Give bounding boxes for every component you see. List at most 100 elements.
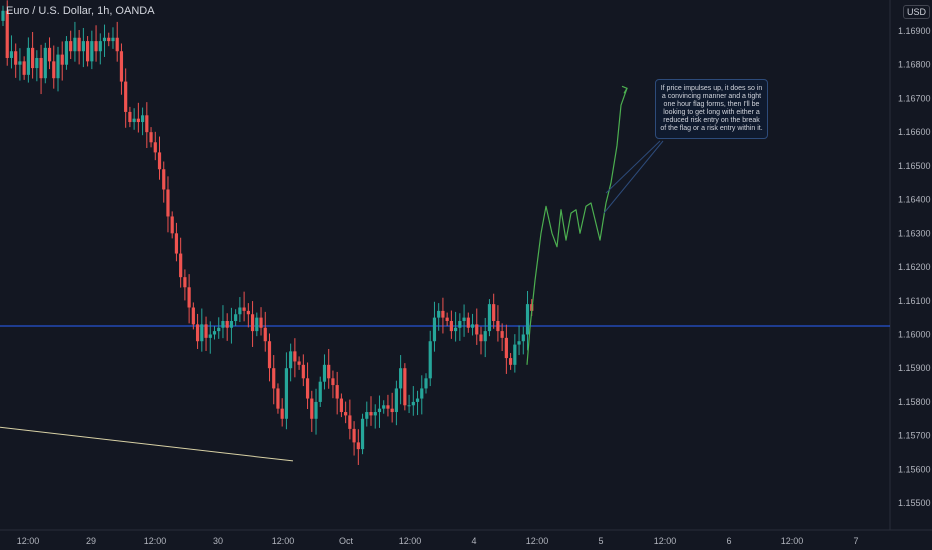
- candle-body: [513, 344, 517, 365]
- candle-body: [191, 307, 195, 325]
- candle-body: [81, 41, 85, 52]
- candle-body: [377, 408, 382, 413]
- candle-body: [263, 327, 267, 342]
- candle-body: [276, 388, 280, 409]
- candle-body: [9, 51, 14, 58]
- candle-body: [195, 324, 200, 342]
- candle-body: [170, 216, 174, 234]
- candle: [73, 21, 77, 62]
- candle: [382, 400, 386, 414]
- currency-label[interactable]: USD: [903, 5, 931, 19]
- candle: [263, 311, 267, 352]
- candle-body: [60, 54, 64, 65]
- candle: [56, 46, 60, 92]
- candle-body: [517, 341, 521, 345]
- price-tick-label: 1.15900: [898, 363, 931, 373]
- candle: [415, 390, 420, 416]
- candle-body: [31, 47, 35, 69]
- candle-body: [128, 111, 132, 123]
- candle-body: [217, 327, 221, 332]
- time-tick-label: 12:00: [526, 536, 549, 546]
- candle-body: [437, 310, 441, 318]
- time-axis[interactable]: 12:00 29 12:00 30 12:00 Oct 12:00 4 12:00 5 12:00 6…: [17, 536, 859, 546]
- candle-body: [415, 398, 420, 402]
- candle: [297, 356, 301, 370]
- candle-body: [73, 37, 77, 52]
- candle: [153, 131, 157, 161]
- candle: [428, 330, 432, 387]
- candle: [208, 321, 212, 354]
- candle: [284, 352, 289, 430]
- candle: [454, 311, 458, 342]
- candle-body: [145, 115, 149, 133]
- candle-body: [365, 412, 369, 419]
- time-tick-label: 12:00: [144, 536, 167, 546]
- candle: [314, 388, 318, 435]
- candle-body: [284, 368, 289, 419]
- price-tick-label: 1.16900: [898, 26, 931, 36]
- price-tick-label: 1.16500: [898, 161, 931, 171]
- candle-body: [35, 57, 39, 69]
- candle: [462, 304, 466, 337]
- symbol-title[interactable]: Euro / U.S. Dollar, 1h, OANDA: [6, 5, 155, 17]
- candle: [360, 413, 365, 455]
- price-tick-label: 1.16200: [898, 262, 931, 272]
- time-tick-label: 7: [853, 536, 858, 546]
- candle: [255, 312, 259, 337]
- candle-body: [445, 317, 449, 321]
- candle-body: [166, 189, 170, 217]
- candle-body: [504, 337, 508, 359]
- candle: [504, 324, 508, 374]
- candle-body: [98, 41, 102, 52]
- candle: [22, 56, 26, 80]
- candle: [458, 313, 462, 341]
- candle: [322, 354, 327, 390]
- candle-body: [153, 142, 157, 153]
- candle-body: [432, 317, 437, 342]
- candle: [107, 32, 111, 47]
- price-axis[interactable]: 1.16900 1.16800 1.16700 1.16600 1.16500 1.164…: [898, 26, 931, 508]
- candle-body: [187, 287, 191, 308]
- price-tick-label: 1.15800: [898, 397, 931, 407]
- candle-body: [259, 317, 263, 328]
- candle-body: [297, 361, 301, 365]
- candle: [52, 45, 56, 89]
- price-tick-label: 1.16800: [898, 60, 931, 70]
- candle-body: [424, 378, 428, 389]
- candle-body: [179, 253, 183, 278]
- candle-body: [339, 398, 343, 413]
- candle: [352, 421, 356, 456]
- candle: [39, 44, 43, 95]
- time-tick-label: 12:00: [272, 536, 295, 546]
- annotation-callout[interactable]: If price impulses up, it does so in a co…: [655, 79, 768, 139]
- candle-body: [52, 61, 56, 79]
- candle: [509, 353, 513, 370]
- candle-body: [483, 331, 487, 342]
- candle: [157, 136, 162, 180]
- candle-body: [1, 10, 5, 21]
- candle: [445, 312, 449, 327]
- candle-body: [107, 37, 111, 42]
- candle-body: [162, 169, 166, 190]
- price-tick-label: 1.15700: [898, 431, 931, 441]
- candle: [437, 303, 441, 331]
- candle: [69, 30, 73, 59]
- candle: [128, 106, 132, 128]
- candle-body: [255, 317, 259, 332]
- candle-body: [314, 401, 318, 419]
- candle: [60, 41, 64, 81]
- candle-body: [242, 307, 246, 311]
- candle: [77, 29, 81, 65]
- candle-body: [403, 368, 407, 406]
- candle-body: [119, 51, 124, 82]
- candle-body: [90, 41, 94, 62]
- candle: [18, 48, 22, 81]
- time-tick-label: Oct: [339, 536, 354, 546]
- candle: [170, 211, 174, 239]
- candle: [119, 43, 124, 95]
- candle: [145, 102, 149, 149]
- candle-body: [64, 41, 69, 65]
- candle-body: [411, 401, 415, 406]
- candle-body: [420, 388, 424, 399]
